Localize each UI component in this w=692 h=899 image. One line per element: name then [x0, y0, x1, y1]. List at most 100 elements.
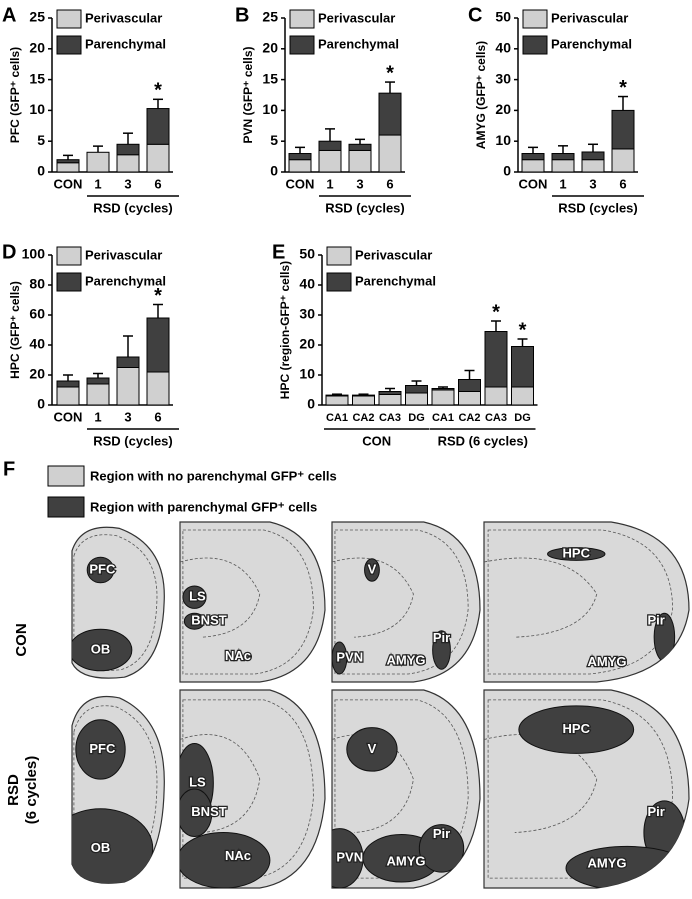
bar-segment — [86, 377, 110, 385]
y-tick-label: 20 — [29, 40, 45, 56]
x-tick-label: 3 — [124, 409, 131, 424]
legend-label: Perivascular — [551, 10, 628, 25]
legend-label: Perivascular — [85, 247, 162, 262]
x-tick-label: CA3 — [379, 412, 401, 424]
bar-segment — [56, 159, 80, 164]
y-tick-label: 40 — [299, 276, 315, 292]
inner-contour — [483, 734, 598, 833]
region-label: PVN — [336, 649, 363, 664]
x-tick-label: CA1 — [432, 412, 454, 424]
legend-swatch — [289, 9, 315, 29]
bar-segment — [431, 389, 455, 406]
error-bar — [491, 320, 501, 332]
y-axis-label: HPC (region-GFP⁺ cells) — [278, 261, 292, 399]
y-tick-label: 20 — [29, 366, 45, 382]
x-axis-label: RSD (cycles) — [93, 433, 172, 448]
y-axis-label: HPC (GFP⁺ cells) — [8, 281, 22, 379]
legend-label: Region with no parenchymal GFP⁺ cells — [90, 468, 337, 483]
y-tick-label: 20 — [495, 101, 511, 117]
brain-section: V PVN AMYG Pir — [331, 521, 481, 683]
legend-label: Parenchymal — [85, 36, 166, 51]
gfp-region — [75, 719, 126, 780]
error-bar — [528, 146, 538, 154]
error-bar — [355, 138, 365, 145]
inner-contour — [182, 699, 314, 879]
regions — [547, 547, 676, 662]
bar-segment — [348, 149, 372, 173]
error-bar — [588, 143, 598, 152]
bar-segment — [56, 162, 80, 173]
region-label: PFC — [89, 741, 116, 756]
error-bar — [295, 146, 305, 154]
bar-segment — [288, 153, 312, 161]
bar-segment — [611, 148, 635, 173]
error-bar — [63, 374, 73, 381]
region-label: PFC — [89, 561, 116, 576]
legend-label: Parenchymal — [318, 36, 399, 51]
y-tick-label: 20 — [262, 40, 278, 56]
bar-segment — [352, 394, 375, 397]
error-bar — [93, 372, 103, 378]
bar-segment — [348, 143, 372, 151]
error-bar — [153, 303, 163, 318]
x-tick-label: CON — [54, 176, 83, 191]
legend-swatch — [326, 246, 352, 266]
regions — [332, 727, 465, 888]
brain-section: LS BNST NAc — [179, 689, 326, 889]
error-bar — [558, 145, 568, 154]
legend-label: Parenchymal — [551, 36, 632, 51]
bar-segment — [511, 346, 534, 388]
y-tick-label: 0 — [37, 396, 45, 412]
bar-segment — [288, 159, 312, 173]
bar-segment — [378, 134, 402, 173]
significance-mark: * — [154, 285, 162, 307]
error-bar — [438, 386, 448, 389]
inner-contour — [487, 529, 674, 675]
gfp-region — [364, 558, 380, 582]
y-tick-label: 25 — [262, 9, 278, 25]
brain-section: HPC Pir AMYG — [483, 521, 690, 683]
inner-contour — [182, 529, 314, 675]
bar-segment — [551, 159, 575, 173]
x-tick-label: 1 — [326, 176, 333, 191]
error-bar — [93, 145, 103, 153]
gfp-region — [418, 824, 465, 873]
error-bar — [618, 95, 628, 111]
bar-segment — [116, 154, 140, 173]
region-label: Pir — [433, 630, 450, 645]
bar-segment — [378, 391, 402, 395]
row-label: CON — [13, 623, 30, 656]
inner-contour — [179, 734, 261, 833]
bar-segment — [318, 140, 342, 151]
bar-segment — [116, 367, 140, 406]
panel-letter: A — [2, 4, 16, 26]
x-tick-label: CA2 — [458, 412, 480, 424]
legend-swatch — [326, 272, 352, 292]
bar-segment — [146, 143, 170, 173]
bar-segment — [551, 153, 575, 161]
section-outline — [483, 521, 690, 683]
bar-segment — [458, 391, 481, 406]
x-tick-label: 6 — [619, 176, 626, 191]
bar-segment — [405, 392, 428, 406]
regions — [72, 556, 133, 672]
gfp-region — [180, 832, 271, 888]
legend-swatch — [47, 496, 85, 518]
legend-swatch — [56, 9, 82, 29]
y-tick-label: 5 — [37, 132, 45, 148]
gfp-region — [518, 705, 635, 754]
legend-label: Perivascular — [355, 247, 432, 262]
x-axis-label: RSD (cycles) — [93, 200, 172, 215]
x-tick-label: 1 — [94, 176, 101, 191]
bar-segment — [484, 331, 508, 388]
legend-swatch — [289, 35, 315, 55]
y-tick-label: 0 — [270, 163, 278, 179]
legend-swatch — [522, 35, 548, 55]
bar-segment — [458, 379, 481, 392]
bar-segment — [484, 386, 508, 406]
y-tick-label: 0 — [307, 396, 315, 412]
error-bar — [385, 387, 395, 392]
bar-segment — [146, 317, 170, 373]
x-tick-label: 3 — [589, 176, 596, 191]
significance-mark: * — [492, 301, 500, 323]
